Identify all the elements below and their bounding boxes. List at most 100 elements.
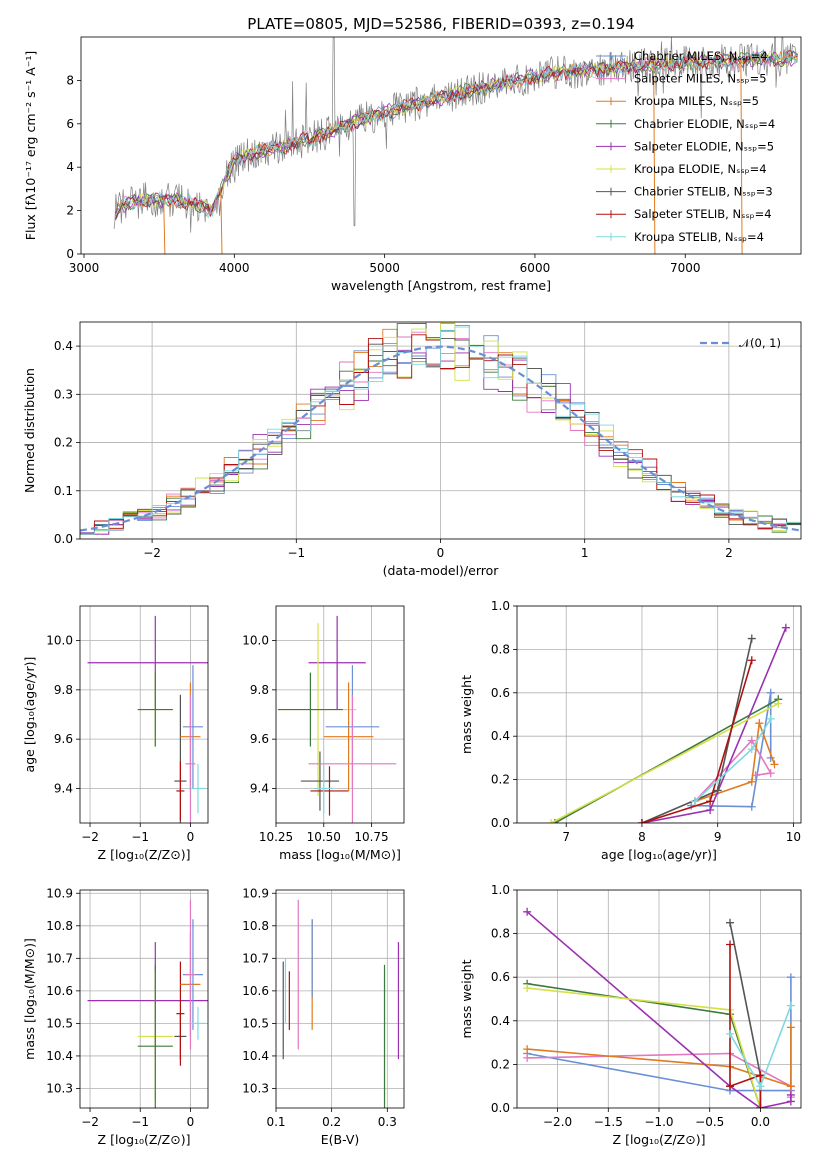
mass-age-xtick-label: 10.75 xyxy=(354,830,388,844)
z-weight-ytick-label: 0.8 xyxy=(491,927,510,941)
age-weight-xlabel: age [log₁₀(age/yr)] xyxy=(601,847,717,862)
z-weight-marker xyxy=(756,1071,765,1080)
age-weight-marker xyxy=(747,777,756,786)
spectrum-ytick-label: 2 xyxy=(66,204,74,218)
spectrum-legend-entry: Salpeter STELIB, Nₛₛₚ=4 xyxy=(596,207,772,221)
z-mass-frame xyxy=(79,889,209,1109)
model-dropout-0 xyxy=(163,199,166,254)
z-weight-marker xyxy=(726,940,734,949)
z-age-point xyxy=(176,761,185,821)
z-mass-xlabel: Z [log₁₀(Z/Z⊙)] xyxy=(98,1132,191,1147)
mass-age-point xyxy=(277,672,343,747)
age-weight-marker xyxy=(766,769,775,778)
age-weight-marker xyxy=(747,736,756,745)
age-weight-axes: 7 8 9 10 0.0 0.2 0.4 0.6 0.8 1.0 age [log₁₀(age/yr… xyxy=(459,599,802,862)
age-weight-marker xyxy=(766,688,775,697)
mass-age-axes: 10.25 10.50 10.75 9.4 9.6 9.8 10.0 mass [log₁₀(… xyxy=(242,605,405,862)
z-mass-ytick-label: 10.9 xyxy=(46,886,73,900)
spectrum-legend-entry: Kroupa STELIB, Nₛₛₚ=4 xyxy=(596,230,764,244)
mass-age-xlabel: mass [log₁₀(M/M⊙)] xyxy=(279,847,401,862)
ebv-mass-ytick-label: 10.6 xyxy=(242,984,269,998)
age-weight-marker xyxy=(747,656,756,665)
z-age-point xyxy=(190,763,206,814)
z-weight-marker xyxy=(786,973,795,982)
spectrum-xlabel: wavelength [Angstrom, rest frame] xyxy=(331,278,551,293)
mass-age-frame xyxy=(275,605,405,824)
mass-age-xtick-label: 10.50 xyxy=(307,830,341,844)
age-weight-xtick-label: 10 xyxy=(786,830,801,844)
figure-title: PLATE=0805, MJD=52586, FIBERID=0393, z=0… xyxy=(247,15,634,33)
mass-age-point xyxy=(323,682,374,791)
z-weight-xtick-label: −0.5 xyxy=(695,1115,724,1129)
z-age-ytick-label: 9.8 xyxy=(54,683,73,697)
spectrum-xtick-label: 5000 xyxy=(369,261,400,275)
age-weight-series-5 xyxy=(550,702,779,823)
residual-histogram-8 xyxy=(80,326,801,535)
z-weight-ytick-label: 0.4 xyxy=(491,1014,510,1028)
spectrum-ytick-label: 4 xyxy=(66,160,74,174)
age-weight-xtick-label: 7 xyxy=(562,830,570,844)
z-weight-xtick-label: −1.5 xyxy=(594,1115,623,1129)
residuals-xtick-label: −2 xyxy=(143,546,161,560)
ebv-mass-xtick-label: 0.1 xyxy=(266,1115,285,1129)
legend-label: Chabrier ELODIE, Nₛₛₚ=4 xyxy=(634,117,775,131)
age-weight-xtick-label: 9 xyxy=(714,830,722,844)
z-weight-ytick-label: 1.0 xyxy=(491,883,510,897)
gaussian-legend-label: 𝒩(0, 1) xyxy=(739,336,781,350)
residuals-legend: 𝒩(0, 1) xyxy=(700,336,781,350)
model-spectrum-5 xyxy=(115,50,798,219)
spectrum-legend-entry: Kroupa ELODIE, Nₛₛₚ=4 xyxy=(596,162,767,176)
age-weight-marker xyxy=(637,819,646,823)
mass-age-ytick-label: 9.6 xyxy=(250,732,269,746)
age-weight-marker xyxy=(747,802,756,811)
age-weight-marker xyxy=(747,634,756,643)
z-age-point xyxy=(182,665,203,789)
z-weight-marker xyxy=(756,1082,765,1091)
ebv-mass-ytick-label: 10.3 xyxy=(242,1081,269,1095)
z-age-ytick-label: 9.6 xyxy=(54,732,73,746)
age-weight-marker xyxy=(706,797,715,806)
mass-age-xtick-label: 10.25 xyxy=(259,830,293,844)
age-weight-series-3 xyxy=(554,698,779,823)
age-weight-ytick-label: 0.4 xyxy=(491,729,510,743)
mass-age-point xyxy=(300,751,340,811)
ebv-mass-frame xyxy=(275,889,405,1109)
legend-label: Chabrier MILES, Nₛₛₚ=4 xyxy=(634,49,768,63)
z-age-ytick-label: 9.4 xyxy=(54,781,73,795)
ebv-mass-ytick-label: 10.5 xyxy=(242,1016,269,1030)
age-weight-ytick-label: 0.6 xyxy=(491,686,510,700)
age-weight-ytick-label: 0.8 xyxy=(491,642,510,656)
age-weight-marker xyxy=(690,797,699,806)
ebv-mass-ytick-label: 10.4 xyxy=(242,1049,269,1063)
observed-spectrum-line xyxy=(113,37,799,233)
spectrum-legend-entry: Chabrier STELIB, Nₛₛₚ=3 xyxy=(596,185,773,199)
model-spectrum-7 xyxy=(115,50,798,219)
age-weight-marker xyxy=(781,623,790,632)
residuals-frame xyxy=(79,321,802,540)
residuals-ylabel: Normed distribution xyxy=(22,368,37,493)
legend-label: Kroupa MILES, Nₛₛₚ=5 xyxy=(634,94,759,108)
z-age-point xyxy=(185,694,196,823)
ebv-mass-ytick-label: 10.8 xyxy=(242,919,269,933)
age-weight-frame xyxy=(516,605,802,824)
spectrum-xtick-label: 7000 xyxy=(670,261,701,275)
mass-age-plot-area xyxy=(276,606,404,823)
z-age-plot-area xyxy=(80,606,208,823)
residuals-axes: −2 −1 0 1 2 0.0 0.1 0.2 0.3 0.4 (data-model)/error… xyxy=(22,321,802,578)
spectrum-xtick-label: 6000 xyxy=(520,261,551,275)
z-mass-ylabel: mass [log₁₀(M/M⊙)] xyxy=(22,938,37,1060)
age-weight-marker xyxy=(770,760,779,769)
z-mass-axes: −2 −1 0 10.3 10.4 10.5 10.6 10.7 10.8 10.9 Z [log₁… xyxy=(22,886,209,1147)
age-weight-ylabel: mass weight xyxy=(459,675,474,754)
model-spectrum-4 xyxy=(115,51,798,216)
legend-label: Chabrier STELIB, Nₛₛₚ=3 xyxy=(634,185,773,199)
spectrum-xtick-label: 3000 xyxy=(69,261,100,275)
z-weight-plot-area xyxy=(517,890,801,1108)
mass-age-ytick-label: 10.0 xyxy=(242,634,269,648)
z-age-frame xyxy=(79,605,209,824)
residuals-ytick-label: 0.4 xyxy=(54,339,73,353)
residuals-xtick-label: 2 xyxy=(725,546,733,560)
model-dropout-1 xyxy=(220,189,223,254)
z-mass-ytick-label: 10.8 xyxy=(46,919,73,933)
residuals-ytick-label: 0.3 xyxy=(54,387,73,401)
